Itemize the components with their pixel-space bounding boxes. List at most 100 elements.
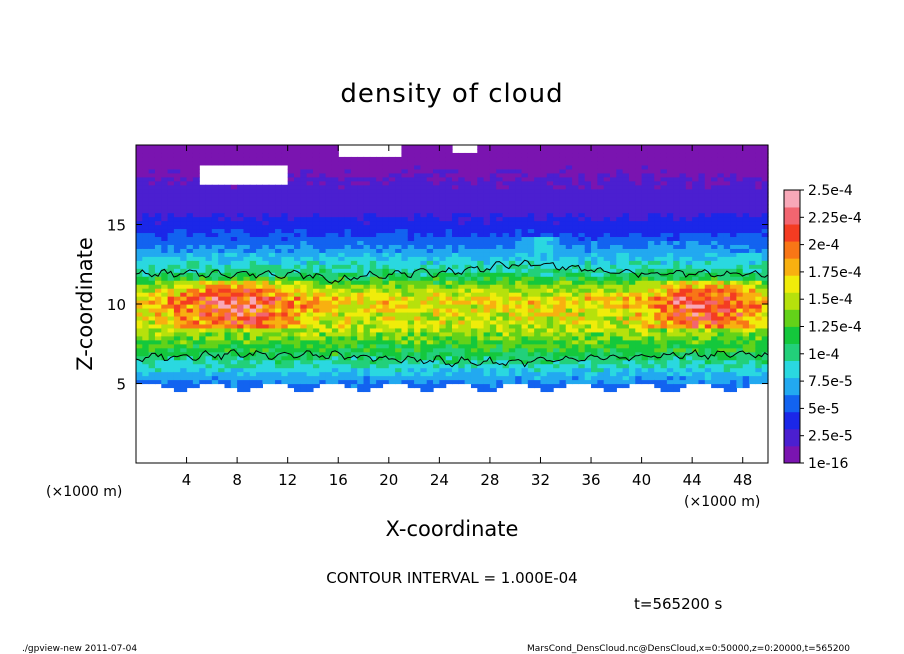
heat-cell bbox=[268, 220, 276, 226]
heat-cell bbox=[350, 371, 358, 377]
heat-cell bbox=[458, 192, 466, 198]
heat-cell bbox=[616, 383, 624, 389]
heat-cell bbox=[312, 240, 320, 245]
heat-cell bbox=[186, 200, 194, 206]
heat-cell bbox=[256, 367, 263, 373]
heat-cell bbox=[154, 160, 162, 166]
heat-cell bbox=[262, 300, 270, 305]
heat-cell bbox=[540, 288, 548, 293]
heat-cell bbox=[281, 188, 289, 194]
heat-cell bbox=[628, 152, 636, 158]
heat-cell bbox=[496, 315, 504, 321]
heat-cell bbox=[610, 379, 617, 385]
heat-cell bbox=[540, 311, 548, 317]
heat-cell bbox=[331, 145, 339, 150]
heat-cell bbox=[616, 375, 624, 381]
heat-cell bbox=[553, 228, 561, 234]
heat-cell bbox=[610, 383, 617, 389]
heat-cell bbox=[654, 304, 662, 309]
heat-cell bbox=[407, 216, 415, 222]
heat-cell bbox=[445, 184, 453, 190]
heat-cell bbox=[186, 145, 194, 150]
heat-cell bbox=[616, 192, 624, 198]
heat-cell bbox=[445, 272, 453, 277]
heat-cell bbox=[312, 172, 320, 178]
heat-cell bbox=[641, 145, 649, 150]
heat-cell bbox=[489, 208, 497, 214]
heat-cell bbox=[281, 315, 289, 321]
heat-cell bbox=[508, 148, 516, 154]
heat-cell bbox=[376, 268, 384, 273]
heat-cell bbox=[546, 311, 554, 317]
heat-cell bbox=[186, 168, 194, 174]
heat-cell bbox=[224, 260, 232, 265]
heat-cell bbox=[205, 375, 213, 381]
heat-cell bbox=[319, 264, 327, 269]
heat-cell bbox=[578, 256, 586, 261]
heat-cell bbox=[363, 304, 371, 309]
heat-cell bbox=[268, 196, 276, 202]
heat-cell bbox=[641, 311, 649, 317]
heat-cell bbox=[654, 208, 662, 214]
heat-cell bbox=[344, 359, 352, 365]
heat-cell bbox=[154, 359, 162, 365]
heat-cell bbox=[546, 196, 554, 202]
heat-cell bbox=[382, 200, 390, 206]
heat-cell bbox=[388, 307, 396, 313]
heat-cell bbox=[540, 319, 548, 325]
heat-cell bbox=[477, 319, 485, 325]
heat-cell bbox=[319, 152, 327, 158]
heat-cell bbox=[262, 347, 270, 353]
heat-cell bbox=[660, 204, 668, 210]
heat-cell bbox=[192, 184, 200, 190]
heat-cell bbox=[654, 228, 662, 234]
heat-cell bbox=[464, 311, 472, 317]
heat-cell bbox=[654, 331, 662, 337]
heat-cell bbox=[527, 260, 535, 265]
heat-cell bbox=[483, 383, 491, 389]
heat-cell bbox=[350, 300, 358, 305]
heat-cell bbox=[515, 156, 523, 162]
heat-cell bbox=[369, 315, 377, 321]
heat-cell bbox=[546, 160, 554, 166]
heat-cell bbox=[559, 164, 567, 170]
heat-cell bbox=[180, 276, 188, 281]
heat-cell bbox=[294, 375, 301, 381]
heat-cell bbox=[173, 172, 181, 178]
heat-cell bbox=[464, 204, 472, 210]
heat-cell bbox=[325, 148, 333, 154]
heat-cell bbox=[452, 343, 459, 349]
heat-cell bbox=[527, 339, 535, 345]
heat-cell bbox=[635, 236, 643, 241]
heat-cell bbox=[641, 204, 649, 210]
heat-cell bbox=[331, 264, 339, 269]
heat-cell bbox=[414, 315, 421, 321]
heat-cell bbox=[610, 168, 617, 174]
heat-cell bbox=[414, 212, 421, 218]
heat-cell bbox=[407, 300, 415, 305]
heat-cell bbox=[319, 224, 327, 230]
heat-cell bbox=[496, 180, 504, 186]
heat-cell bbox=[319, 355, 327, 361]
heat-cell bbox=[616, 319, 624, 325]
heat-cell bbox=[230, 335, 238, 341]
heat-cell bbox=[256, 335, 263, 341]
heat-cell bbox=[445, 232, 453, 238]
heat-cell bbox=[224, 335, 232, 341]
heat-cell bbox=[452, 379, 459, 385]
heat-cell bbox=[319, 204, 327, 210]
heat-cell bbox=[180, 335, 188, 341]
heat-cell bbox=[312, 228, 320, 234]
heat-cell bbox=[224, 367, 232, 373]
heat-cell bbox=[483, 220, 491, 226]
heat-cell bbox=[508, 315, 516, 321]
heat-cell bbox=[180, 319, 188, 325]
heat-cell bbox=[363, 288, 371, 293]
heat-cell bbox=[647, 160, 655, 166]
heat-cell bbox=[521, 307, 529, 313]
heat-cell bbox=[249, 280, 257, 285]
heat-cell bbox=[546, 375, 554, 381]
heat-cell bbox=[559, 224, 567, 230]
heat-cell bbox=[470, 379, 478, 385]
heat-cell bbox=[603, 204, 611, 210]
